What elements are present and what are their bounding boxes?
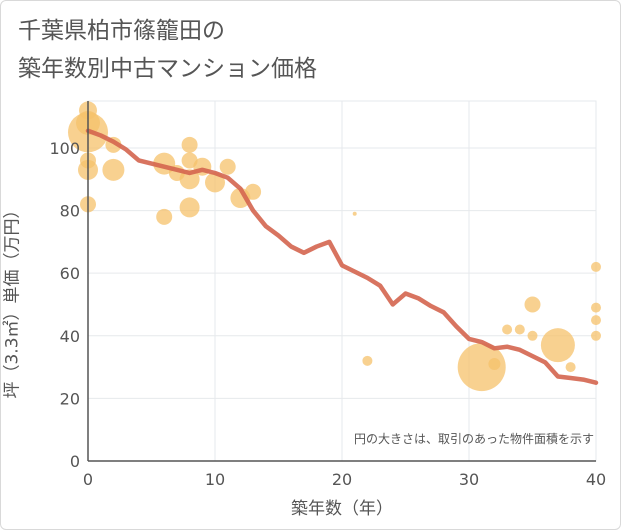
bubble-point	[181, 136, 198, 153]
bubble-point	[591, 315, 601, 326]
bubble-point	[156, 208, 173, 225]
bubble-point	[457, 343, 506, 392]
bubble-point	[205, 172, 225, 193]
y-tick-label: 60	[60, 264, 80, 283]
bubble-point	[565, 362, 576, 373]
bubble-point	[502, 324, 513, 335]
bubble-point	[591, 330, 601, 341]
bubble-layer	[68, 101, 601, 392]
trend-layer	[85, 128, 599, 385]
x-tick-label: 10	[205, 470, 225, 489]
x-tick-label: 0	[83, 470, 93, 489]
x-axis-label: 築年数（年）	[291, 499, 393, 519]
chart-title-line1: 千葉県柏市篠籠田の	[18, 18, 225, 44]
grid-lines	[87, 100, 597, 462]
bubble-point	[362, 355, 373, 366]
tick-labels: 0 10 20 30 40 0 20 40 60 80 100	[49, 139, 606, 489]
trend-line	[85, 128, 599, 385]
bubble-point	[488, 357, 501, 370]
bubble-point	[540, 328, 575, 363]
bubble-point	[352, 211, 357, 216]
bubble-point	[179, 197, 200, 218]
chart-title: 千葉県柏市篠籠田の 築年数別中古マンション価格	[18, 12, 317, 88]
y-tick-label: 100	[49, 139, 80, 158]
bubble-point	[524, 296, 541, 313]
y-tick-label: 0	[70, 452, 80, 471]
x-tick-label: 20	[332, 470, 352, 489]
bubble-point	[527, 330, 538, 341]
bubble-point	[591, 261, 601, 272]
bubble-point	[102, 158, 125, 181]
x-tick-label: 40	[586, 470, 606, 489]
size-annotation: 円の大きさは、取引のあった物件面積を示す	[354, 431, 594, 446]
bubble-point	[179, 169, 200, 190]
chart-title-line2: 築年数別中古マンション価格	[18, 56, 317, 82]
bubble-point	[219, 158, 236, 175]
y-tick-label: 40	[60, 327, 80, 346]
bubble-point	[514, 324, 525, 335]
axes-layer	[87, 101, 596, 462]
y-tick-label: 80	[60, 202, 80, 221]
y-tick-label: 20	[60, 389, 80, 408]
x-tick-label: 30	[459, 470, 479, 489]
bubble-point	[245, 183, 262, 200]
bubble-point	[591, 302, 601, 313]
